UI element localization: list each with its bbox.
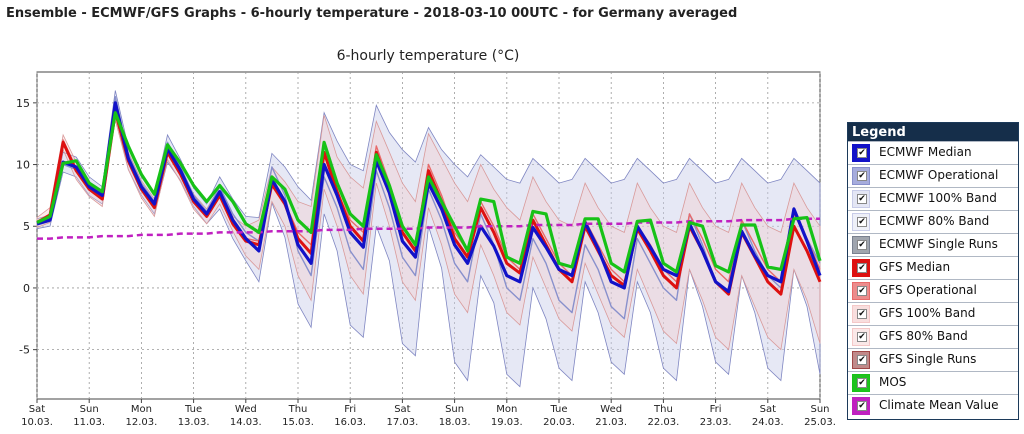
legend-item[interactable]: ✔ GFS Operational (848, 279, 1018, 302)
y-tick-label: 15 (16, 97, 30, 110)
checkbox-icon[interactable]: ✔ (857, 263, 867, 273)
x-tick-day: Wed (235, 404, 257, 415)
legend-item[interactable]: ✔ ECMWF 80% Band (848, 210, 1018, 233)
x-tick-date: 21.03. (595, 417, 627, 428)
legend-swatch: ✔ (852, 213, 870, 231)
page-heading: Ensemble - ECMWF/GFS Graphs - 6-hourly t… (6, 6, 738, 21)
legend-item[interactable]: ✔ MOS (848, 371, 1018, 394)
x-tick-day: Mon (131, 404, 152, 415)
legend-swatch: ✔ (852, 259, 870, 277)
x-tick-day: Fri (344, 404, 356, 415)
legend-item[interactable]: ✔ ECMWF Median (848, 141, 1018, 164)
x-tick-date: 18.03. (439, 417, 471, 428)
checkbox-icon[interactable]: ✔ (857, 171, 867, 181)
x-tick-day: Sat (760, 404, 776, 415)
x-tick-day: Sat (29, 404, 45, 415)
legend-label: GFS Single Runs (879, 352, 977, 366)
y-tick-label: 5 (23, 220, 30, 233)
legend-item[interactable]: ✔ GFS 100% Band (848, 302, 1018, 325)
x-tick-day: Sat (394, 404, 410, 415)
legend-item[interactable]: ✔ GFS Median (848, 256, 1018, 279)
x-tick-date: 24.03. (752, 417, 784, 428)
x-tick-date: 12.03. (125, 417, 157, 428)
legend-item[interactable]: ✔ Climate Mean Value (848, 394, 1018, 417)
x-tick-date: 25.03. (804, 417, 836, 428)
mos-line (36, 111, 822, 274)
x-tick-date: 10.03. (21, 417, 53, 428)
legend-item[interactable]: ✔ ECMWF Operational (848, 164, 1018, 187)
legend: Legend ✔ ECMWF Median ✔ ECMWF Operational ✔ E… (847, 122, 1019, 420)
x-tick-day: Mon (496, 404, 517, 415)
x-tick-date: 15.03. (282, 417, 314, 428)
x-tick-date: 16.03. (334, 417, 366, 428)
legend-swatch: ✔ (852, 144, 870, 162)
legend-item[interactable]: ✔ ECMWF 100% Band (848, 187, 1018, 210)
checkbox-icon[interactable]: ✔ (857, 286, 867, 296)
legend-item[interactable]: ✔ ECMWF Single Runs (848, 233, 1018, 256)
x-tick-date: 17.03. (386, 417, 418, 428)
x-tick-day: Thu (288, 404, 308, 415)
checkbox-icon[interactable]: ✔ (857, 148, 867, 158)
x-tick-date: 22.03. (647, 417, 679, 428)
line-layer (36, 95, 822, 320)
legend-swatch: ✔ (852, 351, 870, 369)
legend-swatch: ✔ (852, 397, 870, 415)
x-tick-date: 13.03. (178, 417, 210, 428)
legend-swatch: ✔ (852, 374, 870, 392)
legend-label: ECMWF Median (879, 145, 972, 159)
checkbox-icon[interactable]: ✔ (857, 332, 867, 342)
x-tick-date: 14.03. (230, 417, 262, 428)
checkbox-icon[interactable]: ✔ (857, 194, 867, 204)
x-tick-day: Sun (80, 404, 99, 415)
x-tick-date: 19.03. (491, 417, 523, 428)
legend-label: ECMWF 100% Band (879, 191, 997, 205)
axis-labels: 15 10 5 0 -5 Sat 10.03. Sun 11.03. Mon 12.03. Tue 13… (16, 97, 836, 428)
y-tick-label: 10 (16, 159, 30, 172)
x-tick-day: Sun (445, 404, 464, 415)
legend-item[interactable]: ✔ GFS Single Runs (848, 348, 1018, 371)
x-tick-day: Thu (653, 404, 673, 415)
legend-label: Climate Mean Value (879, 398, 999, 412)
legend-swatch: ✔ (852, 282, 870, 300)
ecmwf-100-band (36, 90, 821, 388)
legend-label: GFS 100% Band (879, 306, 976, 320)
y-tick-label: -5 (19, 344, 30, 357)
x-tick-day: Tue (184, 404, 202, 415)
checkbox-icon[interactable]: ✔ (857, 309, 867, 319)
legend-swatch: ✔ (852, 167, 870, 185)
legend-items: ✔ ECMWF Median ✔ ECMWF Operational ✔ ECMWF 10… (848, 141, 1018, 417)
legend-label: ECMWF Single Runs (879, 237, 998, 251)
legend-title: Legend (848, 123, 1018, 141)
temperature-chart: 6-hourly temperature (°C) 15 10 5 0 -5 Sat 10.… (16, 48, 836, 428)
checkbox-icon[interactable]: ✔ (857, 378, 867, 388)
x-tick-day: Sun (810, 404, 829, 415)
legend-label: GFS Operational (879, 283, 977, 297)
legend-label: GFS 80% Band (879, 329, 968, 343)
legend-label: ECMWF Operational (879, 168, 999, 182)
legend-item[interactable]: ✔ GFS 80% Band (848, 325, 1018, 348)
y-tick-label: 0 (23, 282, 30, 295)
x-tick-date: 23.03. (700, 417, 732, 428)
x-tick-date: 11.03. (73, 417, 105, 428)
checkbox-icon[interactable]: ✔ (857, 355, 867, 365)
legend-label: GFS Median (879, 260, 951, 274)
x-tick-day: Fri (710, 404, 722, 415)
legend-label: ECMWF 80% Band (879, 214, 990, 228)
x-tick-day: Wed (600, 404, 622, 415)
x-tick-date: 20.03. (543, 417, 575, 428)
legend-swatch: ✔ (852, 190, 870, 208)
legend-label: MOS (879, 375, 907, 389)
checkbox-icon[interactable]: ✔ (857, 217, 867, 227)
checkbox-icon[interactable]: ✔ (857, 401, 867, 411)
legend-swatch: ✔ (852, 305, 870, 323)
chart-title: 6-hourly temperature (°C) (337, 48, 520, 64)
legend-swatch: ✔ (852, 328, 870, 346)
checkbox-icon[interactable]: ✔ (857, 240, 867, 250)
legend-swatch: ✔ (852, 236, 870, 254)
x-tick-day: Tue (549, 404, 567, 415)
